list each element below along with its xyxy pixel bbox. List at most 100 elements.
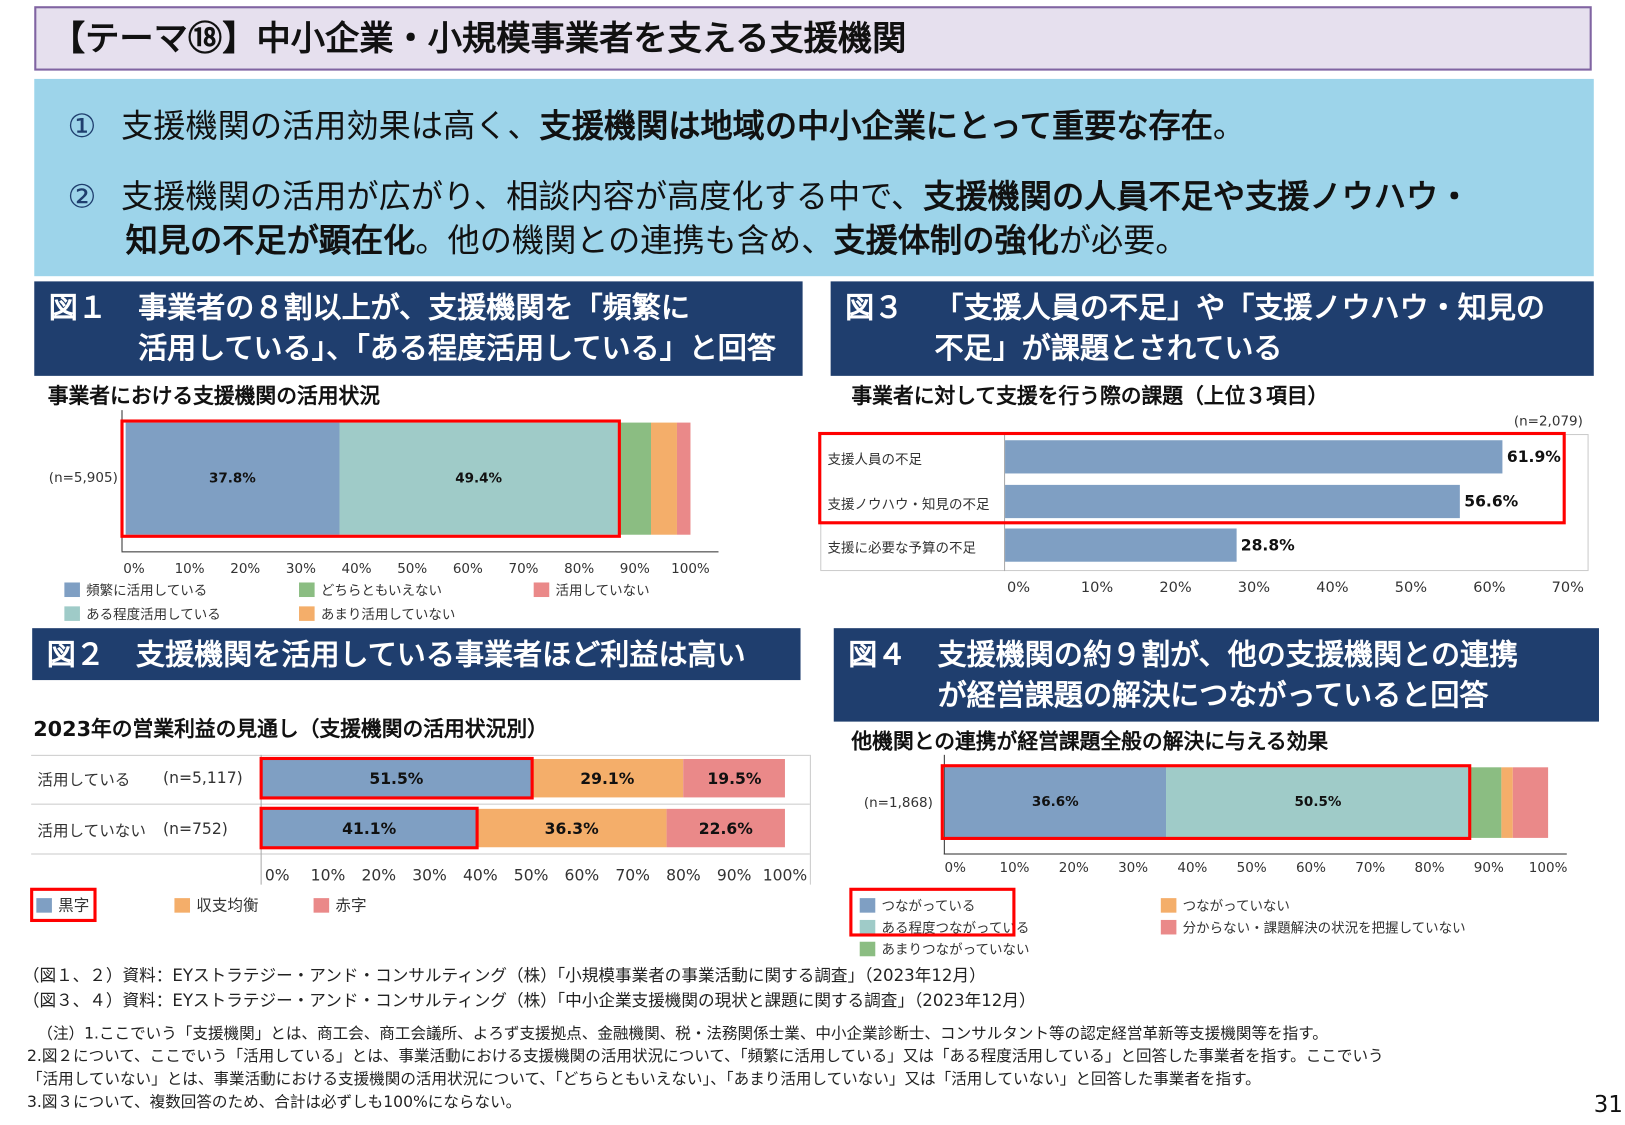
- bar-segment: [339, 422, 619, 535]
- legend-swatch: [313, 897, 330, 913]
- bar-segment: [531, 758, 684, 798]
- slide-title: 【テーマ⑱】中小企業・小規模事業者を支える支援機関: [34, 6, 1592, 71]
- legend-label: 活用していない: [555, 583, 650, 600]
- x-tick-label: 30%: [285, 561, 316, 578]
- bar-segment: [650, 422, 678, 535]
- legend-item: 活用していない: [533, 579, 650, 600]
- note-2: 2.図２について、ここでいう「活用している」とは、事業活動における支援機関の活用…: [26, 1046, 1384, 1066]
- bold-text: 支援機関の人員不足や支援ノウハウ・: [923, 178, 1471, 216]
- category-label: 支援に必要な予算の不足: [827, 540, 977, 557]
- bold-text: 支援機関は地域の中小企業にとって重要な存在: [539, 107, 1213, 146]
- legend-item: 黒字: [36, 894, 89, 916]
- legend-label: つながっていない: [1182, 899, 1290, 915]
- bar: [1005, 484, 1461, 519]
- data-label: 19.5%: [707, 768, 762, 788]
- sample-size: (n=2,079): [1513, 414, 1583, 430]
- bold-text: 支援体制の強化: [833, 222, 1059, 260]
- highlight-box: [259, 756, 534, 800]
- legend-item: 頻繁に活用している: [64, 579, 207, 599]
- x-tick-label: 80%: [1414, 860, 1445, 877]
- x-tick-label: 50%: [397, 561, 428, 578]
- data-label: 49.4%: [455, 470, 503, 487]
- highlight-box: [818, 431, 1566, 525]
- category-n: (n=5,117): [163, 768, 243, 788]
- data-label: 61.9%: [1506, 447, 1561, 467]
- note-1: （注）1.ここでいう「支援機関」とは、商工会、商工会議所、よろず支援拠点、金融機…: [37, 1023, 1328, 1043]
- x-tick-label: 40%: [1177, 860, 1208, 877]
- fig-heading: 支援機関を活用している事業者ほど利益は高い: [136, 637, 746, 672]
- legend-swatch: [64, 581, 80, 597]
- grid-line: [31, 754, 810, 756]
- y-axis: [943, 754, 945, 855]
- x-tick-label: 90%: [619, 561, 650, 578]
- category-label: 支援ノウハウ・知見の不足: [827, 497, 990, 513]
- fig-heading: 支援機関の約９割が、他の支援機関との連携: [937, 637, 1519, 672]
- data-label: 29.1%: [580, 768, 635, 788]
- data-label: 37.8%: [208, 470, 256, 487]
- x-axis: [121, 551, 719, 553]
- x-tick-label: 50%: [513, 865, 549, 885]
- text: が必要。: [1058, 222, 1188, 260]
- fig-heading: が経営課題の解決につながっていると回答: [937, 678, 1489, 713]
- legend-item: 収支均衡: [174, 894, 259, 916]
- highlight-box: [120, 419, 621, 538]
- x-tick-label: 80%: [564, 561, 595, 578]
- summary-point-2: ② 支援機関の活用が広がり、相談内容が高度化する中で、支援機関の人員不足や支援ノ…: [67, 170, 1470, 217]
- legend-label: 赤字: [335, 896, 367, 915]
- data-label: 28.8%: [1240, 535, 1295, 555]
- x-tick-label: 60%: [1473, 579, 1506, 596]
- data-label: 22.6%: [698, 818, 753, 838]
- x-tick-label: 0%: [944, 860, 966, 877]
- x-tick-label: 70%: [615, 865, 650, 885]
- legend-item: あまり活用していない: [299, 603, 455, 623]
- legend-swatch: [36, 897, 52, 913]
- bar-segment: [125, 422, 340, 535]
- bar-segment: [476, 808, 667, 848]
- legend-swatch: [64, 605, 80, 621]
- y-axis: [1004, 434, 1006, 572]
- data-label: 50.5%: [1294, 794, 1342, 811]
- x-tick-label: 30%: [1237, 579, 1271, 596]
- legend-label: 頻繁に活用している: [86, 583, 208, 600]
- category-label: 支援人員の不足: [827, 452, 923, 469]
- bar-segment: [677, 422, 691, 535]
- x-tick-label: 0%: [1007, 579, 1031, 596]
- x-tick-label: 0%: [264, 865, 290, 885]
- x-tick-label: 20%: [230, 561, 261, 578]
- x-tick-label: 40%: [1316, 579, 1349, 596]
- x-tick-label: 60%: [1295, 860, 1326, 877]
- legend-item: つながっている: [859, 895, 975, 915]
- category-label: 活用している: [37, 770, 131, 790]
- data-label: 56.6%: [1464, 492, 1519, 511]
- data-label: 36.6%: [1031, 794, 1079, 811]
- legend-swatch: [299, 581, 315, 597]
- category-n: (n=752): [163, 819, 228, 838]
- text: 支援機関の活用効果は高く、: [121, 107, 540, 146]
- legend-label: 分からない・課題解決の状況を把握していない: [1182, 920, 1466, 937]
- fig4-header: 図４ 支援機関の約９割が、他の支援機関との連携 が経営課題の解決につながっていると…: [833, 628, 1599, 722]
- source-1: （図１、２）資料：EYストラテジー・アンド・コンサルティング（株）「小規模事業者…: [22, 965, 986, 986]
- highlight-box: [30, 887, 97, 923]
- text: 支援機関の活用が広がり、相談内容が高度化する中で、: [121, 178, 924, 216]
- legend-item: つながっていない: [1160, 895, 1290, 915]
- fig-heading: 「支援人員の不足」や「支援ノウハウ・知見の: [934, 290, 1546, 325]
- bar: [1005, 528, 1237, 562]
- legend-swatch: [174, 897, 191, 913]
- legend-swatch: [299, 605, 315, 621]
- legend-label: 黒字: [58, 896, 90, 915]
- source-2: （図３、４）資料：EYストラテジー・アンド・コンサルティング（株）「中小企業支援…: [22, 990, 1036, 1011]
- fig2-chart-title: 2023年の営業利益の見通し（支援機関の活用状況別）: [33, 716, 548, 742]
- fig-heading: 不足」が課題とされている: [934, 331, 1283, 366]
- data-label: 51.5%: [369, 768, 424, 788]
- summary-band: ① 支援機関の活用効果は高く、支援機関は地域の中小企業にとって重要な存在。 ② …: [34, 78, 1594, 277]
- legend-label: あまりつながっていない: [881, 942, 1030, 959]
- x-tick-label: 100%: [671, 561, 710, 578]
- fig1-chart-title: 事業者における支援機関の活用状況: [47, 383, 381, 409]
- x-axis: [943, 853, 1567, 855]
- legend-swatch: [1160, 897, 1177, 913]
- x-tick-label: 0%: [123, 561, 145, 578]
- fig-number: 図４: [848, 637, 907, 672]
- legend-item: 分からない・課題解決の状況を把握していない: [1160, 917, 1466, 937]
- x-tick-label: 40%: [341, 561, 372, 578]
- x-tick-label: 70%: [1551, 579, 1584, 596]
